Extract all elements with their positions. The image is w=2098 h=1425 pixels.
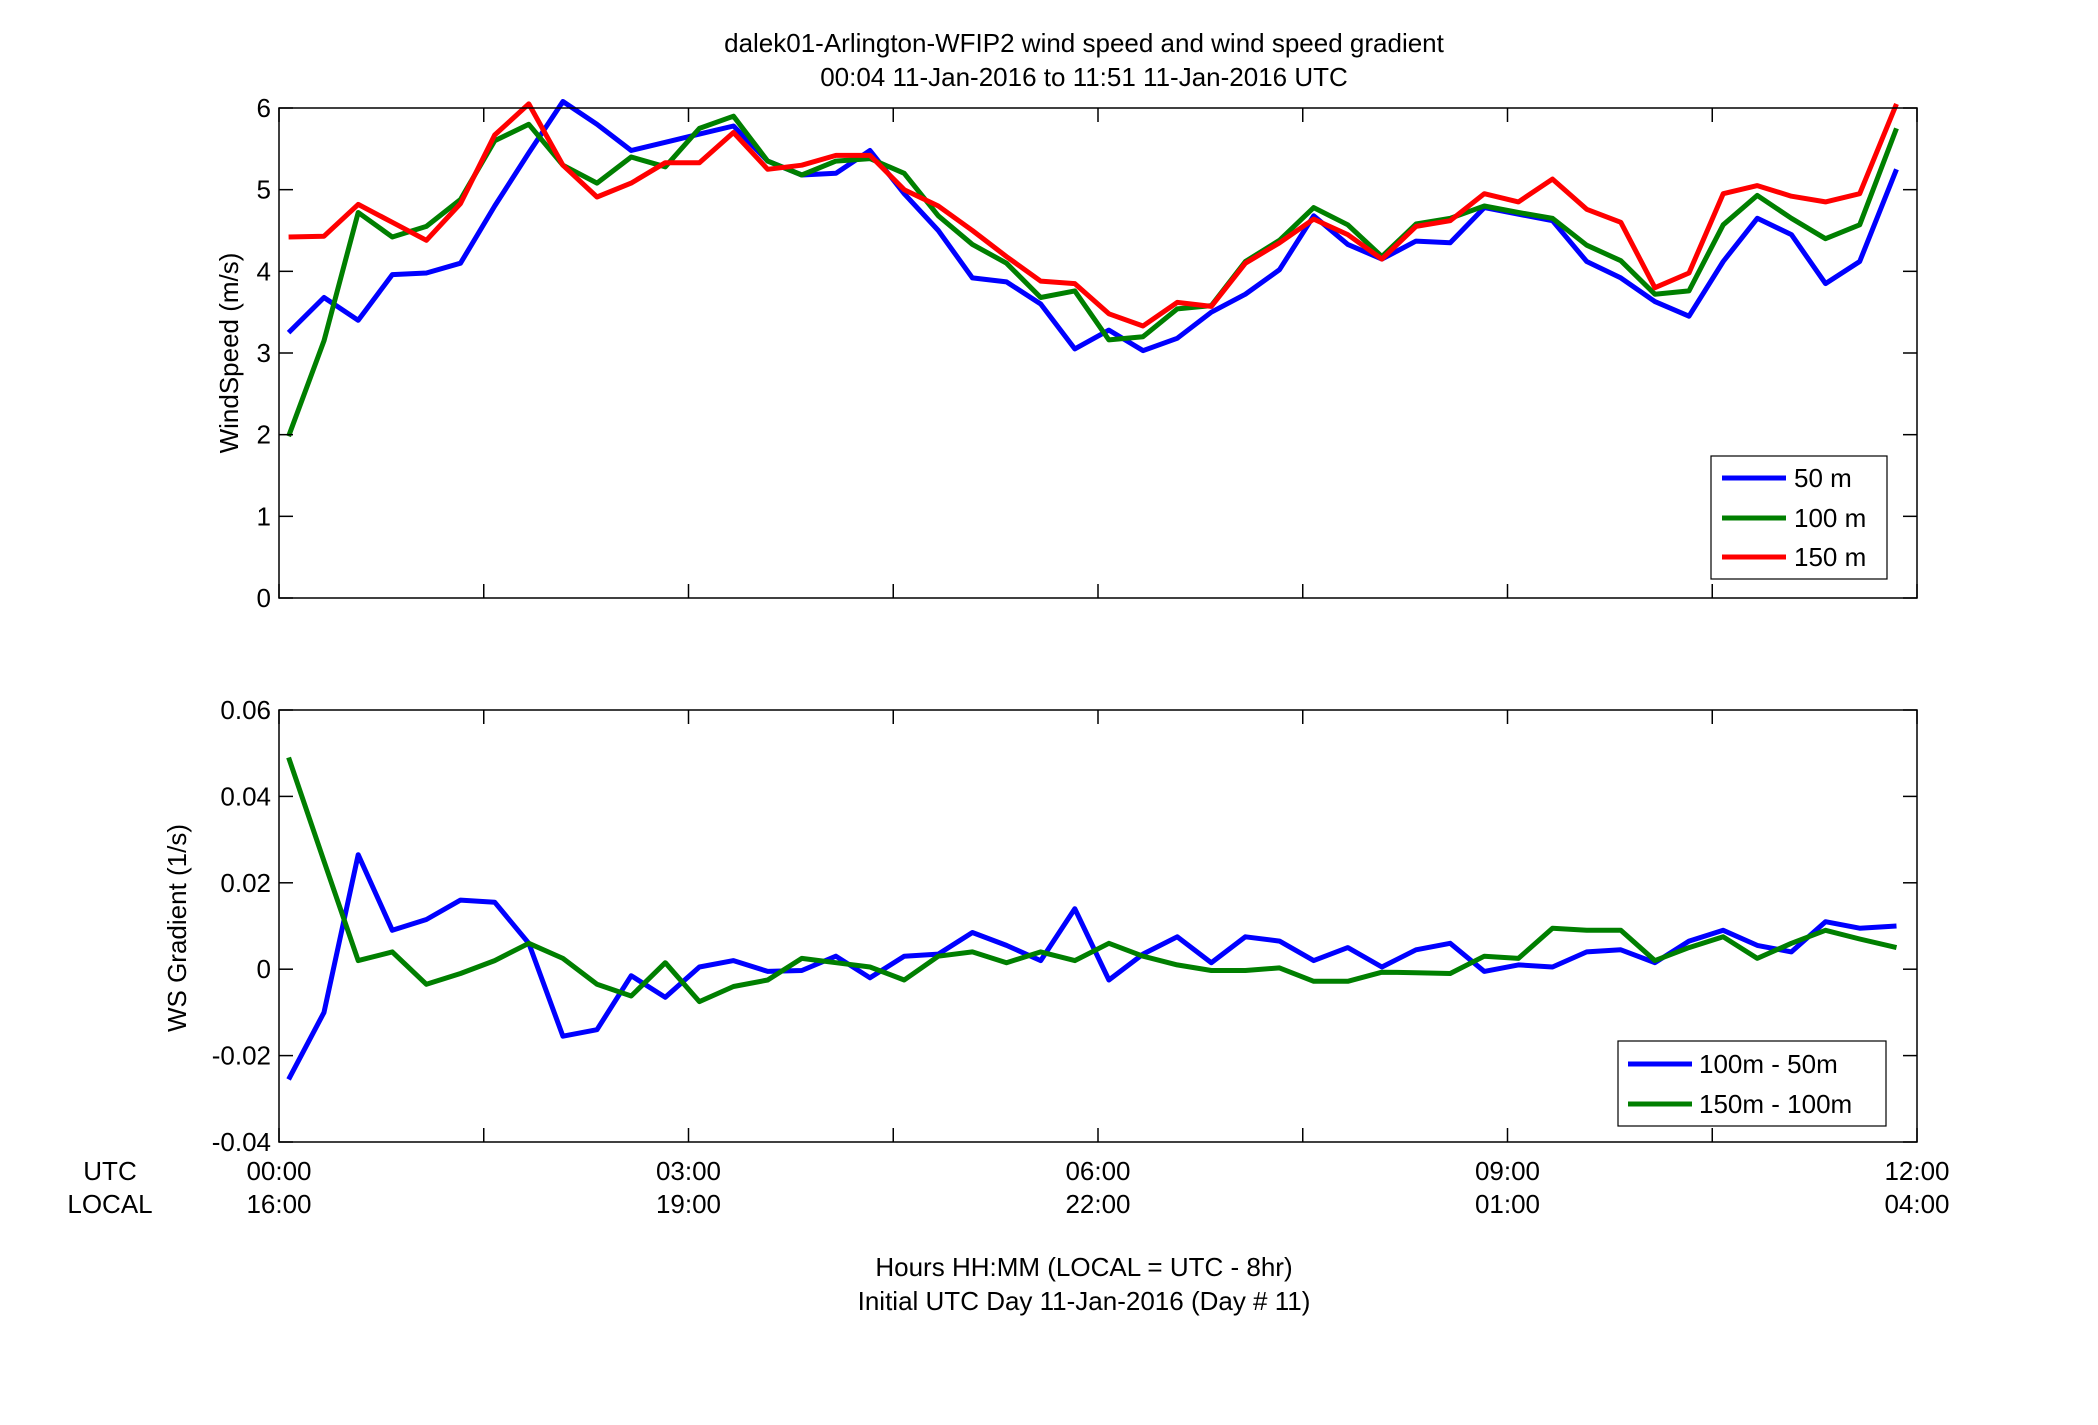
- x-tick-label-local: 19:00: [656, 1189, 721, 1219]
- legend-label-50m: 50 m: [1794, 463, 1852, 493]
- gradient-ytick-label: 0: [257, 954, 271, 984]
- legend-label-100m-50m: 100m - 50m: [1699, 1049, 1838, 1079]
- windspeed-panel: 0 1 2 3 4 5 6 WindSpeed (m/s) 50 m 100 m 150 m: [214, 93, 1918, 613]
- x-tick-label-utc: 09:00: [1475, 1156, 1540, 1186]
- x-tick-label-utc: 12:00: [1884, 1156, 1949, 1186]
- windspeed-legend: 50 m 100 m 150 m: [1710, 455, 1888, 580]
- windspeed-ticks: 0 1 2 3 4 5 6: [257, 93, 1918, 613]
- x-tick-label-local: 01:00: [1475, 1189, 1540, 1219]
- gradient-ticks: -0.04 -0.02 0 0.02 0.04 0.06: [212, 695, 1918, 1157]
- windspeed-ytick-label: 5: [257, 175, 271, 205]
- windspeed-ytick-label: 3: [257, 338, 271, 368]
- gradient-legend-box: [1617, 1040, 1887, 1127]
- legend-label-150m-100m: 150m - 100m: [1699, 1089, 1852, 1119]
- gradient-ytick-label: 0.02: [220, 868, 271, 898]
- x-tick-label-local: 22:00: [1065, 1189, 1130, 1219]
- figure-subtitle: 00:04 11-Jan-2016 to 11:51 11-Jan-2016 U…: [820, 62, 1348, 92]
- x-axis-label: Hours HH:MM (LOCAL = UTC - 8hr): [875, 1252, 1292, 1282]
- gradient-ytick-label: -0.04: [212, 1127, 271, 1157]
- windspeed-ytick-label: 2: [257, 420, 271, 450]
- windspeed-ytick-label: 6: [257, 93, 271, 123]
- local-row-label: LOCAL: [67, 1189, 152, 1219]
- gradient-panel: -0.04 -0.02 0 0.02 0.04 0.06 WS Gradient (1/s…: [162, 695, 1918, 1157]
- gradient-series-group: [286, 756, 1898, 1081]
- windspeed-ytick-label: 4: [257, 256, 271, 286]
- gradient-ytick-label: -0.02: [212, 1041, 271, 1071]
- x-axis-sublabel: Initial UTC Day 11-Jan-2016 (Day # 11): [858, 1286, 1311, 1316]
- legend-label-100m: 100 m: [1794, 503, 1866, 533]
- windspeed-axes-box: [278, 107, 1918, 599]
- x-tick-label-utc: 03:00: [656, 1156, 721, 1186]
- windspeed-series-100m-line: [286, 113, 1899, 438]
- gradient-series-100m-50m-line: [286, 852, 1897, 1081]
- gradient-legend: 100m - 50m 150m - 100m: [1617, 1040, 1887, 1127]
- windspeed-series-50m-line: [286, 99, 1899, 354]
- gradient-ytick-label: 0.04: [220, 781, 271, 811]
- x-tick-label-local: 16:00: [246, 1189, 311, 1219]
- windspeed-series-group: [286, 99, 1899, 438]
- windspeed-ytick-label: 1: [257, 501, 271, 531]
- x-tick-label-utc: 00:00: [246, 1156, 311, 1186]
- windspeed-ylabel: WindSpeed (m/s): [214, 253, 244, 454]
- utc-row-label: UTC: [83, 1156, 136, 1186]
- gradient-ytick-label: 0.06: [220, 695, 271, 725]
- windspeed-ytick-label: 0: [257, 583, 271, 613]
- x-tick-label-local: 04:00: [1884, 1189, 1949, 1219]
- gradient-series-150m-100m-line: [286, 756, 1898, 1005]
- figure-title: dalek01-Arlington-WFIP2 wind speed and w…: [724, 28, 1445, 58]
- windspeed-series-150m-line: [288, 101, 1899, 329]
- legend-label-150m: 150 m: [1794, 542, 1866, 572]
- gradient-ylabel: WS Gradient (1/s): [162, 824, 192, 1032]
- x-tick-label-utc: 06:00: [1065, 1156, 1130, 1186]
